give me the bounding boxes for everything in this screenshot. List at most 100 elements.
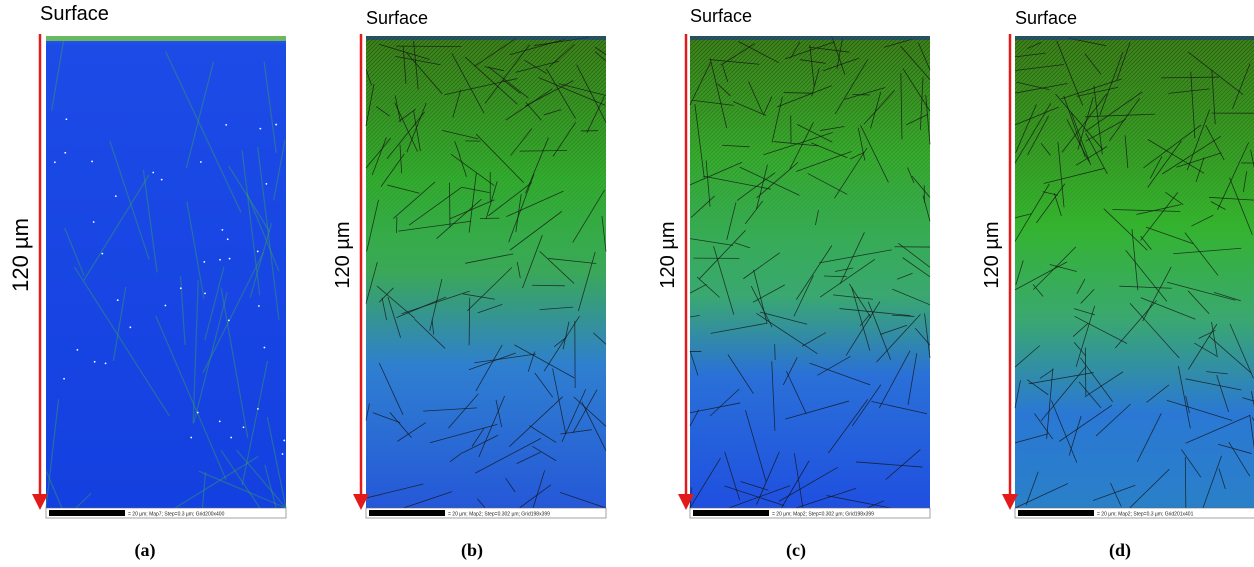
grain-boundary bbox=[689, 350, 699, 376]
grain-boundary bbox=[1014, 345, 1041, 368]
grain-boundary bbox=[1025, 471, 1039, 506]
grain-boundary bbox=[444, 78, 518, 96]
grain-boundary bbox=[452, 89, 462, 118]
grain-boundary bbox=[796, 124, 833, 143]
grain-boundary bbox=[471, 427, 485, 447]
grain-boundary bbox=[801, 332, 827, 347]
slip-line bbox=[202, 251, 265, 374]
slip-line bbox=[272, 139, 286, 201]
grain-boundary bbox=[516, 261, 521, 279]
grain-boundary bbox=[1140, 297, 1196, 320]
grain-boundary bbox=[475, 438, 542, 474]
grain-boundary bbox=[408, 187, 462, 226]
grain-boundary bbox=[577, 251, 596, 312]
grain-boundary bbox=[1177, 366, 1191, 429]
grain-boundary bbox=[601, 216, 607, 252]
precipitate bbox=[242, 426, 245, 429]
grain-boundary bbox=[1185, 395, 1190, 413]
grain-boundary bbox=[1085, 91, 1143, 132]
precipitate bbox=[204, 292, 206, 295]
grain-boundary bbox=[738, 41, 780, 64]
scale-text: = 20 µm; Map2; Step=0.302 µm; Grid198x39… bbox=[448, 512, 550, 518]
slip-line bbox=[51, 36, 65, 111]
grain-boundary bbox=[372, 412, 401, 424]
grain-boundary bbox=[423, 407, 478, 412]
grain-boundary bbox=[1176, 152, 1222, 168]
precipitate bbox=[129, 326, 132, 329]
grain-boundary bbox=[1057, 142, 1065, 208]
slip-line bbox=[165, 51, 242, 213]
precipitate bbox=[164, 304, 167, 307]
panel-caption: (a) bbox=[135, 540, 156, 561]
precipitate bbox=[221, 229, 224, 231]
grain-boundary bbox=[827, 399, 869, 454]
slip-line bbox=[236, 449, 287, 509]
grain-boundary bbox=[826, 495, 891, 509]
slip-line bbox=[241, 360, 269, 486]
grain-boundary bbox=[1014, 433, 1049, 444]
grain-boundary bbox=[914, 327, 931, 346]
grain-boundary bbox=[925, 95, 931, 145]
slip-line bbox=[83, 174, 150, 281]
grain-boundary bbox=[734, 242, 751, 249]
grain-boundary bbox=[1205, 125, 1225, 161]
grain-boundary bbox=[782, 357, 798, 386]
grain-boundary bbox=[819, 126, 845, 131]
grain-boundary bbox=[1112, 209, 1181, 212]
grain-boundary bbox=[744, 200, 764, 225]
precipitate bbox=[76, 348, 79, 351]
grain-boundary bbox=[771, 361, 776, 431]
grain-boundary bbox=[1165, 191, 1184, 206]
arrow-head bbox=[353, 494, 369, 510]
grain-boundary bbox=[1027, 379, 1049, 396]
grain-boundary bbox=[1076, 86, 1119, 97]
precipitate bbox=[263, 346, 266, 349]
grain-boundary bbox=[548, 43, 575, 68]
grain-boundary bbox=[519, 150, 568, 152]
grain-boundary bbox=[1136, 204, 1182, 215]
grain-boundary bbox=[724, 485, 785, 506]
grain-boundary bbox=[740, 481, 769, 491]
grain-boundary bbox=[529, 425, 557, 443]
grain-boundary bbox=[1099, 51, 1124, 116]
grain-boundary bbox=[759, 311, 808, 325]
precipitate bbox=[218, 420, 221, 423]
grain-boundary bbox=[379, 43, 430, 60]
grain-boundary bbox=[1076, 278, 1086, 295]
precipitate bbox=[91, 160, 93, 163]
grain-boundary bbox=[532, 284, 565, 287]
grain-boundary bbox=[839, 232, 865, 285]
grain-boundary bbox=[756, 451, 780, 505]
grain-boundary bbox=[527, 351, 535, 372]
scale-bar bbox=[693, 510, 769, 516]
grain-boundary bbox=[876, 314, 921, 363]
grain-boundary bbox=[1072, 322, 1089, 337]
panel-caption: (b) bbox=[461, 540, 483, 561]
grain-boundary bbox=[543, 315, 580, 372]
grain-boundary bbox=[1119, 285, 1172, 289]
grain-boundary bbox=[790, 41, 801, 59]
grain-boundary bbox=[366, 199, 379, 252]
scale-bar-box bbox=[45, 507, 287, 519]
grain-boundary bbox=[773, 141, 819, 147]
grain-boundary bbox=[900, 45, 931, 80]
grain-boundary bbox=[461, 186, 490, 194]
grain-boundary bbox=[1014, 483, 1069, 509]
grain-boundary bbox=[689, 283, 707, 294]
grain-boundary bbox=[576, 64, 607, 123]
grain-boundary bbox=[1014, 261, 1068, 291]
grain-boundary bbox=[401, 290, 470, 315]
grain-boundary bbox=[414, 318, 446, 349]
grain-boundary bbox=[463, 293, 495, 300]
grain-boundary bbox=[534, 372, 554, 398]
precipitate bbox=[265, 182, 268, 185]
grain-boundary bbox=[468, 352, 516, 371]
grain-boundary bbox=[1250, 149, 1254, 169]
grain-boundary bbox=[380, 153, 405, 187]
grain-boundary bbox=[413, 40, 419, 90]
grain-boundary bbox=[552, 368, 567, 434]
precipitate bbox=[283, 439, 286, 442]
grain-boundary bbox=[809, 362, 871, 386]
grain-boundary bbox=[844, 87, 886, 100]
grain-boundary bbox=[558, 83, 607, 96]
